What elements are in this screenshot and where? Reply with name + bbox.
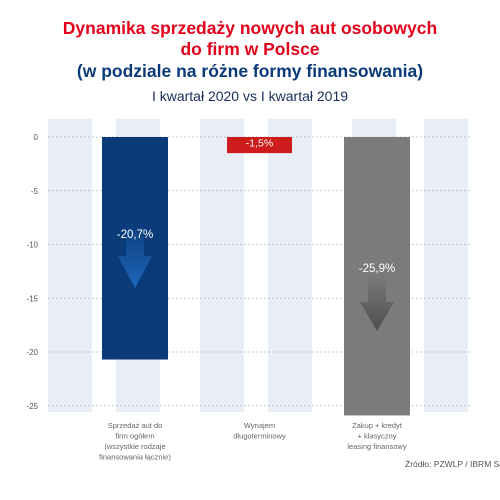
background-band bbox=[48, 119, 92, 412]
data-label: -20,7% bbox=[117, 229, 153, 241]
category-label: Sprzedaż aut do bbox=[108, 421, 163, 430]
y-tick-label: -5 bbox=[31, 187, 39, 196]
title-block: Dynamika sprzedaży nowych aut osobowych … bbox=[0, 0, 500, 105]
data-label: -25,9% bbox=[359, 263, 395, 275]
chart-title-line-2: do firm w Polsce bbox=[180, 39, 320, 59]
background-band bbox=[268, 119, 312, 412]
bar-chart: 0 -5 -10 -15 -20 -25 -20,7% Sprzedaż aut do firm… bbox=[26, 119, 470, 462]
bar bbox=[227, 137, 292, 154]
y-tick-label: 0 bbox=[34, 133, 39, 142]
y-tick-label: -10 bbox=[26, 241, 38, 250]
category-label: + klasyczny bbox=[358, 432, 397, 441]
category-label: Zakup + kredyt bbox=[352, 421, 403, 430]
category-label: (wszystkie rodzaje bbox=[104, 442, 165, 451]
category-label: Wynajem bbox=[244, 421, 275, 430]
down-arrow-icon bbox=[360, 275, 394, 331]
category-label: leasing finansowy bbox=[347, 442, 406, 451]
chart-subtitle: I kwartał 2020 vs I kwartał 2019 bbox=[151, 88, 349, 104]
down-arrow-icon bbox=[118, 220, 152, 288]
y-tick-label: -15 bbox=[26, 294, 38, 303]
y-tick-label: -20 bbox=[26, 348, 38, 357]
source-note: Źródło: PZWLP / IBRM Samar bbox=[405, 459, 500, 469]
category-label: długoterminowy bbox=[233, 432, 286, 441]
category-label: finansowania łącznie) bbox=[99, 453, 171, 462]
chart-title-line-3: (w podziale na różne formy finansowania) bbox=[76, 61, 424, 81]
data-label: -1,5% bbox=[246, 138, 273, 150]
y-tick-label: -25 bbox=[26, 402, 38, 411]
chart-title-line-1: Dynamika sprzedaży nowych aut osobowych bbox=[62, 18, 438, 38]
category-label: firm ogółem bbox=[115, 432, 154, 441]
background-band bbox=[424, 119, 468, 412]
background-band bbox=[200, 119, 244, 412]
